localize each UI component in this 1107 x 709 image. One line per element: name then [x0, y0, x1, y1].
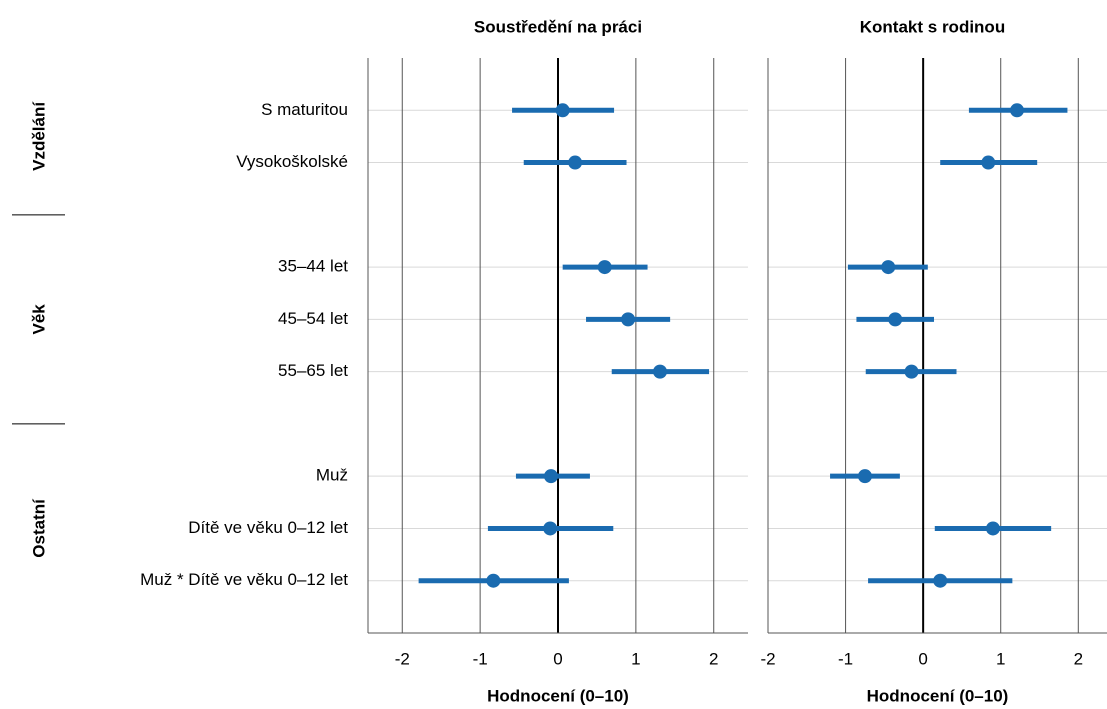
point [904, 364, 919, 379]
row-label: Muž [316, 466, 348, 485]
x-tick-label: 2 [1074, 649, 1083, 668]
x-axis-label: Hodnocení (0–10) [487, 686, 629, 705]
point [985, 521, 1000, 536]
x-tick-label: -1 [473, 649, 488, 668]
x-tick-label: 0 [918, 649, 927, 668]
row-label: Dítě ve věku 0–12 let [188, 518, 348, 537]
x-tick-label: 1 [631, 649, 640, 668]
x-tick-label: -2 [395, 649, 410, 668]
x-tick-label: 2 [709, 649, 718, 668]
row-label: Muž * Dítě ve věku 0–12 let [140, 570, 348, 589]
point [568, 155, 583, 170]
x-tick-label: 1 [996, 649, 1005, 668]
group-label: Vzdělání [29, 101, 48, 171]
point [888, 312, 903, 327]
row-label: S maturitou [261, 100, 348, 119]
point [486, 573, 501, 588]
x-axis-label: Hodnocení (0–10) [867, 686, 1009, 705]
panel-title: Kontakt s rodinou [860, 17, 1005, 36]
point [981, 155, 996, 170]
point [555, 103, 570, 118]
point [933, 573, 948, 588]
point [621, 312, 636, 327]
point [653, 364, 668, 379]
row-label: 35–44 let [278, 257, 348, 276]
x-tick-label: -1 [838, 649, 853, 668]
group-label: Ostatní [29, 498, 48, 558]
row-label: 55–65 let [278, 361, 348, 380]
row-label: 45–54 let [278, 309, 348, 328]
row-label: Vysokoškolské [236, 152, 348, 171]
point [881, 260, 896, 275]
x-tick-label: 0 [553, 649, 562, 668]
panel-title: Soustředění na práci [474, 17, 642, 36]
group-label: Věk [29, 304, 48, 335]
point [543, 469, 558, 484]
point [543, 521, 558, 536]
point [597, 260, 612, 275]
x-tick-label: -2 [760, 649, 775, 668]
point [857, 469, 872, 484]
point [1010, 103, 1025, 118]
